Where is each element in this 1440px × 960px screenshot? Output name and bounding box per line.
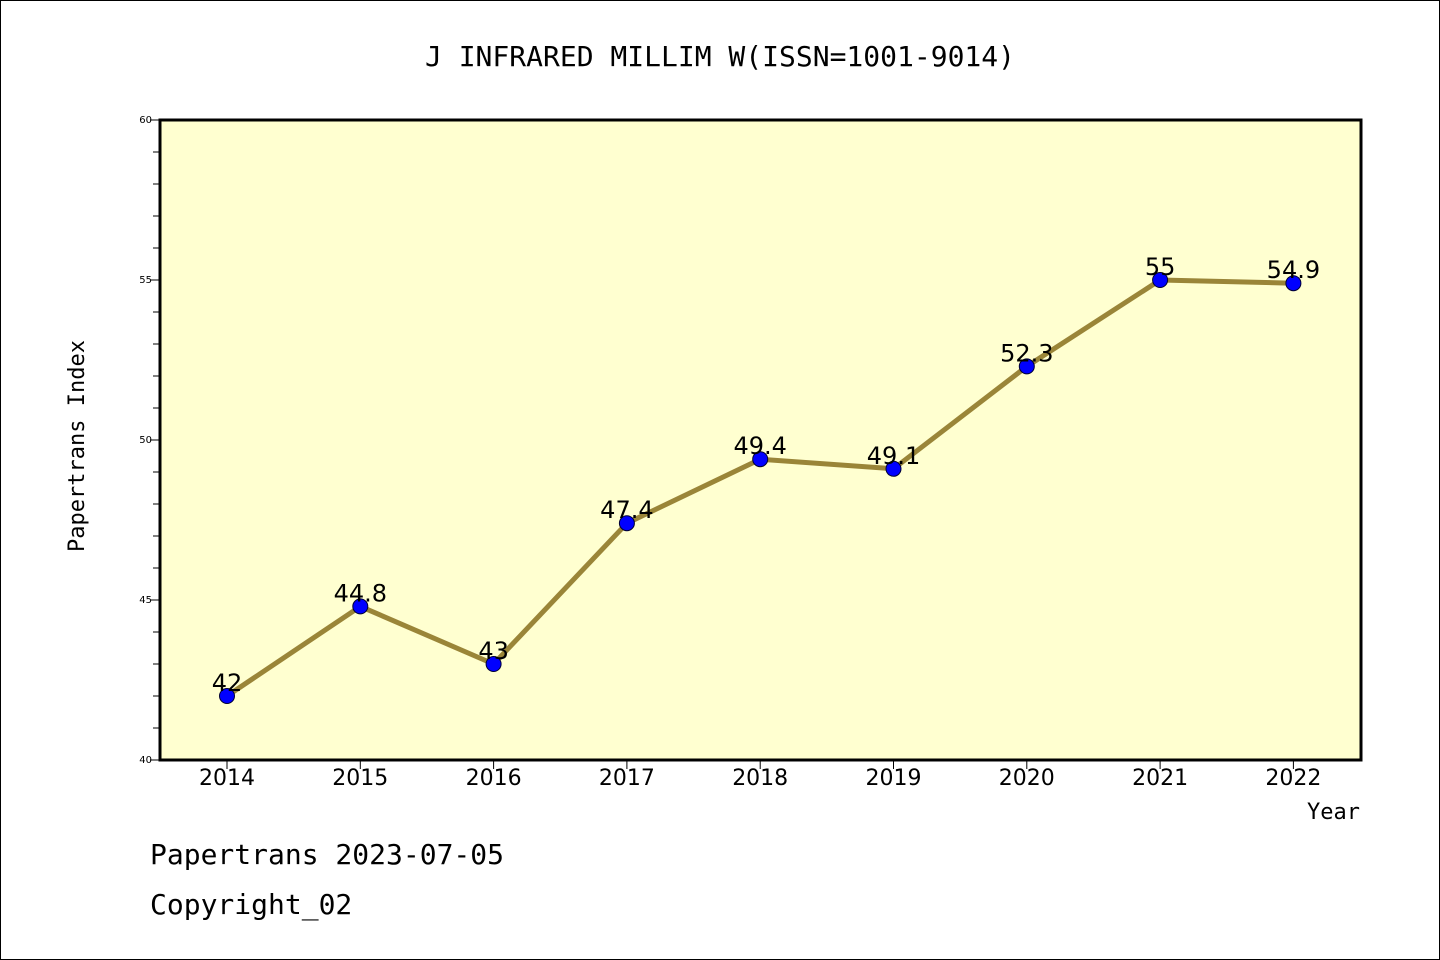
plot-area — [158, 118, 1363, 762]
x-tick-label: 2021 — [1132, 766, 1188, 791]
footer-copyright: Copyright_02 — [150, 888, 352, 922]
data-label: 42 — [212, 669, 243, 697]
x-axis-label: Year — [1307, 800, 1360, 825]
data-label: 54.9 — [1267, 256, 1320, 284]
data-point — [219, 688, 235, 704]
x-tick-label: 2014 — [199, 766, 255, 791]
x-tick-label: 2016 — [466, 766, 522, 791]
data-label: 47.4 — [600, 496, 653, 524]
x-axis: 2014 2015 2016 2017 2018 2019 2020 2021 2022 — [199, 760, 1321, 791]
y-axis: 40 45 50 55 60 — [139, 115, 160, 766]
data-point — [485, 656, 502, 672]
data-point — [885, 460, 902, 477]
data-point — [352, 598, 369, 615]
y-axis-label: Papertrans Index — [65, 340, 90, 552]
data-point — [1285, 275, 1302, 292]
y-tick-label: 40 — [139, 755, 152, 766]
footer-date: Papertrans 2023-07-05 — [150, 838, 504, 871]
x-tick-label: 2015 — [332, 766, 388, 791]
data-point — [1018, 358, 1035, 375]
series-markers — [219, 272, 1302, 704]
x-tick-label: 2019 — [866, 766, 922, 791]
x-tick-label: 2020 — [999, 766, 1055, 791]
chart-title: J INFRARED MILLIM W(ISSN=1001-9014) — [425, 40, 1015, 73]
y-tick-label: 55 — [139, 275, 152, 286]
data-label: 49.4 — [733, 432, 786, 460]
data-labels: 42 44.8 43 47.4 49.4 49.1 52.3 55 54.9 — [212, 253, 1320, 697]
data-label: 49.1 — [867, 442, 920, 470]
x-tick-label: 2017 — [599, 766, 655, 791]
data-point — [1152, 272, 1169, 288]
x-tick-label: 2018 — [732, 766, 788, 791]
data-point — [752, 451, 769, 468]
y-tick-label: 50 — [139, 435, 152, 446]
x-tick-label: 2022 — [1265, 766, 1321, 791]
data-label: 44.8 — [334, 579, 387, 607]
data-label: 55 — [1145, 253, 1176, 281]
data-point — [618, 515, 635, 532]
data-label: 52.3 — [1000, 339, 1053, 367]
y-tick-label: 45 — [139, 595, 152, 606]
data-label: 43 — [478, 637, 509, 665]
y-tick-label: 60 — [139, 115, 152, 126]
